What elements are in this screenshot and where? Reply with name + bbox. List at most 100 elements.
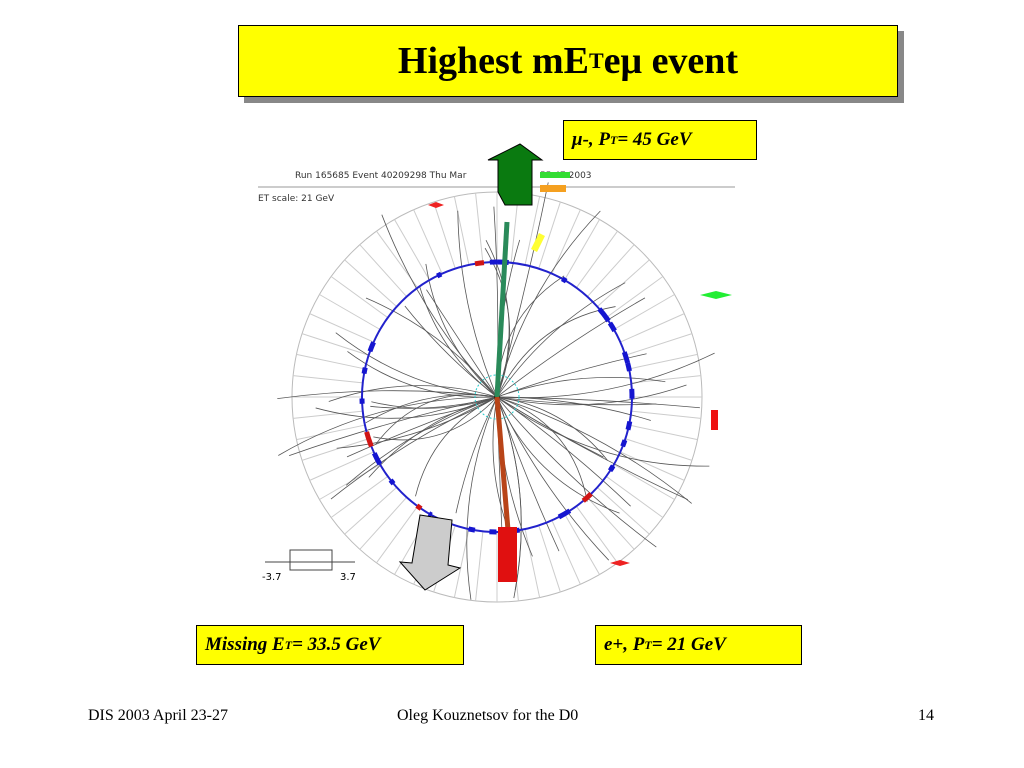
footer-center: Oleg Kouznetsov for the D0: [397, 707, 579, 724]
segment: [524, 528, 541, 598]
marker: [540, 172, 570, 178]
segment: [433, 201, 456, 269]
segment: [296, 353, 366, 370]
track: [496, 396, 588, 502]
track: [425, 263, 498, 398]
segment: [301, 333, 369, 356]
segment: [293, 410, 363, 419]
segment: [293, 375, 363, 384]
label-sub: T: [644, 637, 652, 652]
segment: [564, 219, 600, 281]
track: [419, 286, 498, 398]
footer-left: DIS 2003 April 23-27: [88, 707, 228, 724]
segment: [631, 375, 701, 384]
track: [496, 396, 710, 467]
segment: [309, 451, 374, 481]
track: [278, 396, 498, 456]
segment: [538, 201, 561, 269]
marker: [540, 185, 566, 192]
segment: [628, 353, 698, 370]
track: [496, 182, 549, 398]
segment: [296, 424, 366, 441]
segment: [301, 438, 369, 461]
track: [371, 396, 498, 409]
track: [496, 306, 616, 398]
segment: [605, 475, 664, 518]
track: [455, 396, 498, 514]
title-sub: T: [588, 48, 604, 73]
track: [404, 305, 498, 398]
segment: [344, 486, 398, 535]
segment: [394, 219, 430, 281]
segment: [359, 244, 408, 298]
range-right: 3.7: [340, 572, 356, 583]
track: [496, 297, 646, 398]
segment: [330, 475, 389, 518]
segment: [631, 410, 701, 419]
segment: [551, 520, 581, 585]
segment: [344, 259, 398, 308]
detector: [277, 182, 715, 603]
scale-text: ET scale: 21 GeV: [258, 194, 335, 204]
range-left: -3.7: [262, 572, 282, 583]
track: [496, 396, 620, 514]
label-text: = 33.5 GeV: [292, 634, 381, 655]
cal-hit: [468, 526, 476, 533]
track: [496, 396, 688, 501]
run-text: Run 165685 Event 40209298 Thu Mar: [295, 171, 467, 181]
segment: [475, 531, 484, 601]
electron-track: [494, 396, 511, 531]
segment: [319, 294, 381, 330]
legend-box: [289, 549, 333, 571]
segment: [359, 496, 408, 550]
cal-hit: [620, 439, 628, 448]
segment: [596, 486, 650, 535]
cal-hit: [415, 503, 423, 511]
track: [335, 332, 498, 398]
title-rest: eμ event: [603, 40, 739, 82]
track: [496, 377, 666, 398]
track: [365, 297, 498, 398]
track: [496, 396, 657, 406]
marker: [700, 291, 732, 299]
track: [496, 396, 631, 507]
segment: [330, 276, 389, 319]
segment: [453, 196, 470, 266]
segment: [596, 259, 650, 308]
cal-hit: [364, 431, 373, 445]
segment: [625, 333, 693, 356]
title-box: Highest mE T eμ event: [238, 25, 898, 97]
segment: [613, 294, 675, 330]
track: [496, 396, 522, 599]
track: [496, 396, 657, 548]
label-text: e+, P: [604, 634, 645, 655]
label-text: μ-, P: [572, 129, 610, 150]
segment: [309, 313, 374, 343]
cal-hit: [474, 260, 485, 267]
track: [496, 353, 647, 398]
cal-hit: [597, 307, 610, 321]
cal-hit: [557, 508, 572, 520]
cal-hit: [367, 341, 376, 353]
cal-hit: [371, 452, 383, 466]
segment: [413, 209, 443, 274]
cal-hit: [625, 362, 632, 372]
track: [496, 384, 687, 406]
cal-hit: [621, 351, 631, 364]
track: [485, 240, 510, 398]
track: [368, 396, 498, 478]
electron-tower: [498, 527, 517, 582]
label-text: = 21 GeV: [651, 634, 726, 655]
segment: [575, 230, 618, 289]
track: [381, 214, 498, 398]
cal-hit: [625, 420, 633, 431]
segment: [564, 513, 600, 575]
track: [496, 396, 651, 421]
label-sub: T: [284, 637, 293, 652]
marker: [428, 202, 444, 208]
segment: [628, 424, 698, 441]
